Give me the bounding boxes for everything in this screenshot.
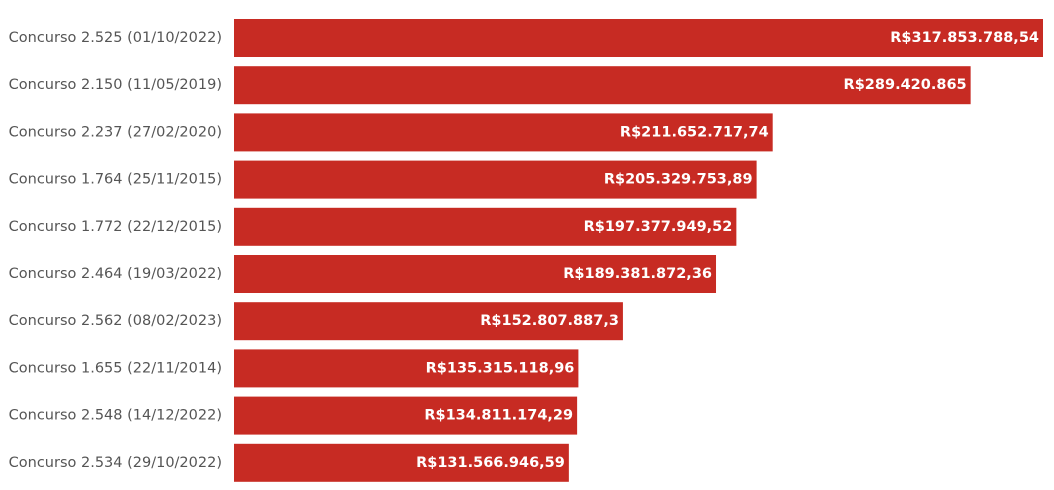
category-label: Concurso 2.525 (01/10/2022) — [9, 30, 222, 46]
value-label: R$211.652.717,74 — [620, 124, 769, 140]
bar — [234, 443, 569, 482]
value-label: R$205.329.753,89 — [604, 172, 753, 188]
bar — [234, 396, 578, 435]
category-label: Concurso 1.772 (22/12/2015) — [9, 219, 222, 235]
category-label: Concurso 2.464 (19/03/2022) — [9, 266, 222, 282]
category-label: Concurso 2.548 (14/12/2022) — [9, 408, 222, 424]
category-label: Concurso 1.655 (22/11/2014) — [9, 360, 222, 376]
bar — [234, 19, 1043, 57]
value-label: R$317.853.788,54 — [890, 30, 1039, 46]
value-label: R$135.315.118,96 — [426, 360, 575, 376]
bar — [234, 255, 717, 293]
value-label: R$197.377.949,52 — [584, 219, 733, 235]
bar — [234, 302, 623, 341]
bar — [234, 113, 773, 152]
bar — [234, 66, 971, 105]
category-label: Concurso 1.764 (25/11/2015) — [9, 172, 222, 188]
bar — [234, 207, 737, 246]
category-label: Concurso 2.562 (08/02/2023) — [9, 313, 222, 329]
bar — [234, 160, 757, 199]
value-label: R$152.807.887,3 — [480, 313, 619, 329]
category-label: Concurso 2.534 (29/10/2022) — [9, 455, 222, 471]
value-label: R$134.811.174,29 — [424, 408, 573, 424]
category-label: Concurso 2.237 (27/02/2020) — [9, 124, 222, 140]
value-label: R$189.381.872,36 — [563, 266, 712, 282]
category-label: Concurso 2.150 (11/05/2019) — [9, 77, 222, 93]
value-label: R$131.566.946,59 — [416, 455, 565, 471]
bar — [234, 349, 579, 388]
value-label: R$289.420.865 — [844, 77, 967, 93]
